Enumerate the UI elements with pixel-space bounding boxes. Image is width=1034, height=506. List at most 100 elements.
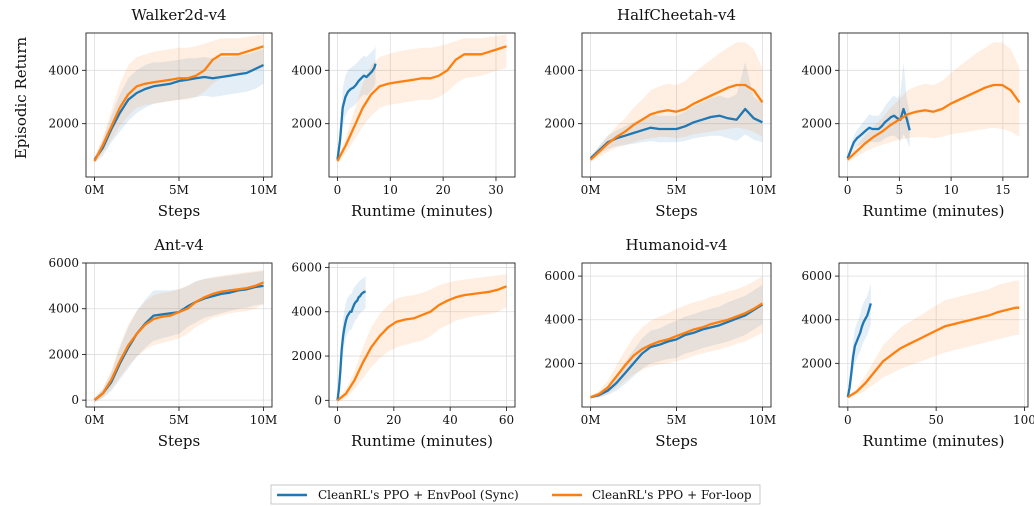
y-tick-label: 6000: [544, 269, 575, 283]
x-tick-label: 60: [499, 413, 514, 427]
x-axis-label: Runtime (minutes): [351, 432, 493, 450]
series-band-1: [847, 280, 1020, 399]
legend-box: [270, 484, 761, 505]
series-line-1: [93, 281, 264, 401]
series-line-0: [336, 290, 366, 401]
x-tick-label: 10: [383, 183, 398, 197]
x-tick-label: 0M: [581, 183, 601, 197]
y-tick-label: 6000: [801, 269, 832, 283]
y-tick-label: 6000: [48, 256, 79, 270]
panel-5: 0 20 40 60 0 2000 4000 6000 Runtime (minutes): [291, 260, 516, 450]
y-tick-label: 0: [71, 393, 79, 407]
panel-title: Walker2d-v4: [131, 6, 226, 24]
y-tick-label: 2000: [801, 356, 832, 370]
x-tick-label: 0M: [581, 413, 601, 427]
y-tick-label: 2000: [291, 117, 322, 131]
y-tick-label: 4000: [48, 302, 79, 316]
series-band-1: [94, 34, 264, 164]
x-tick-label: 20: [386, 413, 401, 427]
panel-4: 0M 5M 10M 0 2000 4000 6000 Ant-v4 Steps: [48, 236, 277, 450]
y-tick-label: 2000: [544, 356, 575, 370]
x-tick-label: 100: [1013, 413, 1034, 427]
y-tick-label: 2000: [544, 117, 575, 131]
series-line-1: [336, 285, 507, 402]
x-tick-label: 50: [929, 413, 944, 427]
series-band-0: [590, 284, 763, 399]
x-tick-label: 15: [995, 183, 1010, 197]
series-band-0: [337, 46, 376, 163]
x-axis-label: Steps: [158, 202, 200, 220]
x-tick-label: 0: [844, 183, 852, 197]
series-band-1: [847, 42, 1020, 163]
panel-title: HalfCheetah-v4: [617, 6, 736, 24]
series-line-1: [336, 45, 507, 162]
series-line-0: [590, 303, 764, 399]
x-tick-label: 0M: [84, 413, 104, 427]
x-tick-label: 0M: [84, 183, 104, 197]
y-tick-label: 6000: [291, 260, 322, 274]
y-tick-label: 4000: [544, 313, 575, 327]
y-tick-label: 0: [314, 393, 322, 407]
plot-frame: [838, 32, 1029, 178]
series-line-1: [846, 83, 1021, 161]
panel-title: Ant-v4: [153, 236, 204, 254]
y-tick-label: 2000: [48, 117, 79, 131]
panel-1: 0 10 20 30 2000 4000 Runtime (minutes): [291, 32, 516, 220]
x-tick-label: 5: [896, 183, 904, 197]
series-line-0: [93, 63, 264, 161]
x-tick-label: 40: [443, 413, 458, 427]
series-band-0: [94, 271, 264, 403]
y-tick-label: 4000: [291, 63, 322, 77]
x-tick-label: 0: [844, 413, 852, 427]
x-tick-label: 10M: [749, 183, 777, 197]
x-axis-label: Steps: [655, 202, 697, 220]
x-tick-label: 10M: [250, 413, 278, 427]
legend: CleanRL's PPO + EnvPool (Sync) CleanRL's…: [270, 484, 761, 505]
y-tick-label: 4000: [801, 313, 832, 327]
series-line-1: [93, 45, 264, 162]
series-line-0: [846, 303, 872, 398]
panel-7: 0 50 100 2000 4000 6000 Runtime (minutes): [801, 262, 1034, 450]
x-axis-label: Runtime (minutes): [863, 202, 1005, 220]
plot-frame: [328, 32, 516, 178]
series-line-0: [336, 63, 377, 160]
legend-label-envpool: CleanRL's PPO + EnvPool (Sync): [318, 488, 519, 502]
panel-2: 0M 5M 10M 2000 4000 HalfCheetah-v4 Steps: [544, 6, 776, 220]
y-tick-label: 2000: [48, 347, 79, 361]
panel-3: 0 5 10 15 2000 4000 Runtime (minutes): [801, 32, 1029, 220]
panel-6: 0M 5M 10M 2000 4000 6000 Humanoid-v4 Steps: [544, 236, 776, 450]
y-tick-label: 2000: [801, 117, 832, 131]
y-tick-label: 4000: [48, 63, 79, 77]
x-tick-label: 5M: [169, 183, 189, 197]
x-axis-label: Steps: [158, 432, 200, 450]
x-tick-label: 5M: [667, 183, 687, 197]
x-tick-label: 10M: [250, 183, 278, 197]
series-line-1: [589, 83, 764, 161]
series-band-0: [847, 62, 910, 161]
x-tick-label: 5M: [169, 413, 189, 427]
series-line-1: [847, 306, 1020, 399]
figure-ylabel: Episodic Return: [12, 36, 30, 159]
series-band-0: [847, 283, 871, 399]
plot-frame: [328, 262, 516, 408]
plot-frame: [838, 262, 1029, 408]
x-axis-label: Runtime (minutes): [863, 432, 1005, 450]
y-tick-label: 4000: [291, 305, 322, 319]
legend-label-forloop: CleanRL's PPO + For-loop: [592, 488, 752, 502]
x-tick-label: 20: [435, 183, 450, 197]
x-tick-label: 0: [334, 183, 342, 197]
x-axis-label: Runtime (minutes): [351, 202, 493, 220]
series-band-1: [94, 269, 264, 403]
series-band-1: [337, 274, 507, 403]
x-axis-label: Steps: [655, 432, 697, 450]
panel-title: Humanoid-v4: [625, 236, 727, 254]
x-tick-label: 5M: [667, 413, 687, 427]
y-tick-label: 4000: [801, 63, 832, 77]
x-tick-label: 10M: [749, 413, 777, 427]
y-tick-label: 2000: [291, 349, 322, 363]
series-line-1: [590, 302, 764, 399]
series-line-0: [589, 107, 763, 160]
series-band-0: [337, 276, 366, 403]
series-band-0: [590, 62, 763, 161]
